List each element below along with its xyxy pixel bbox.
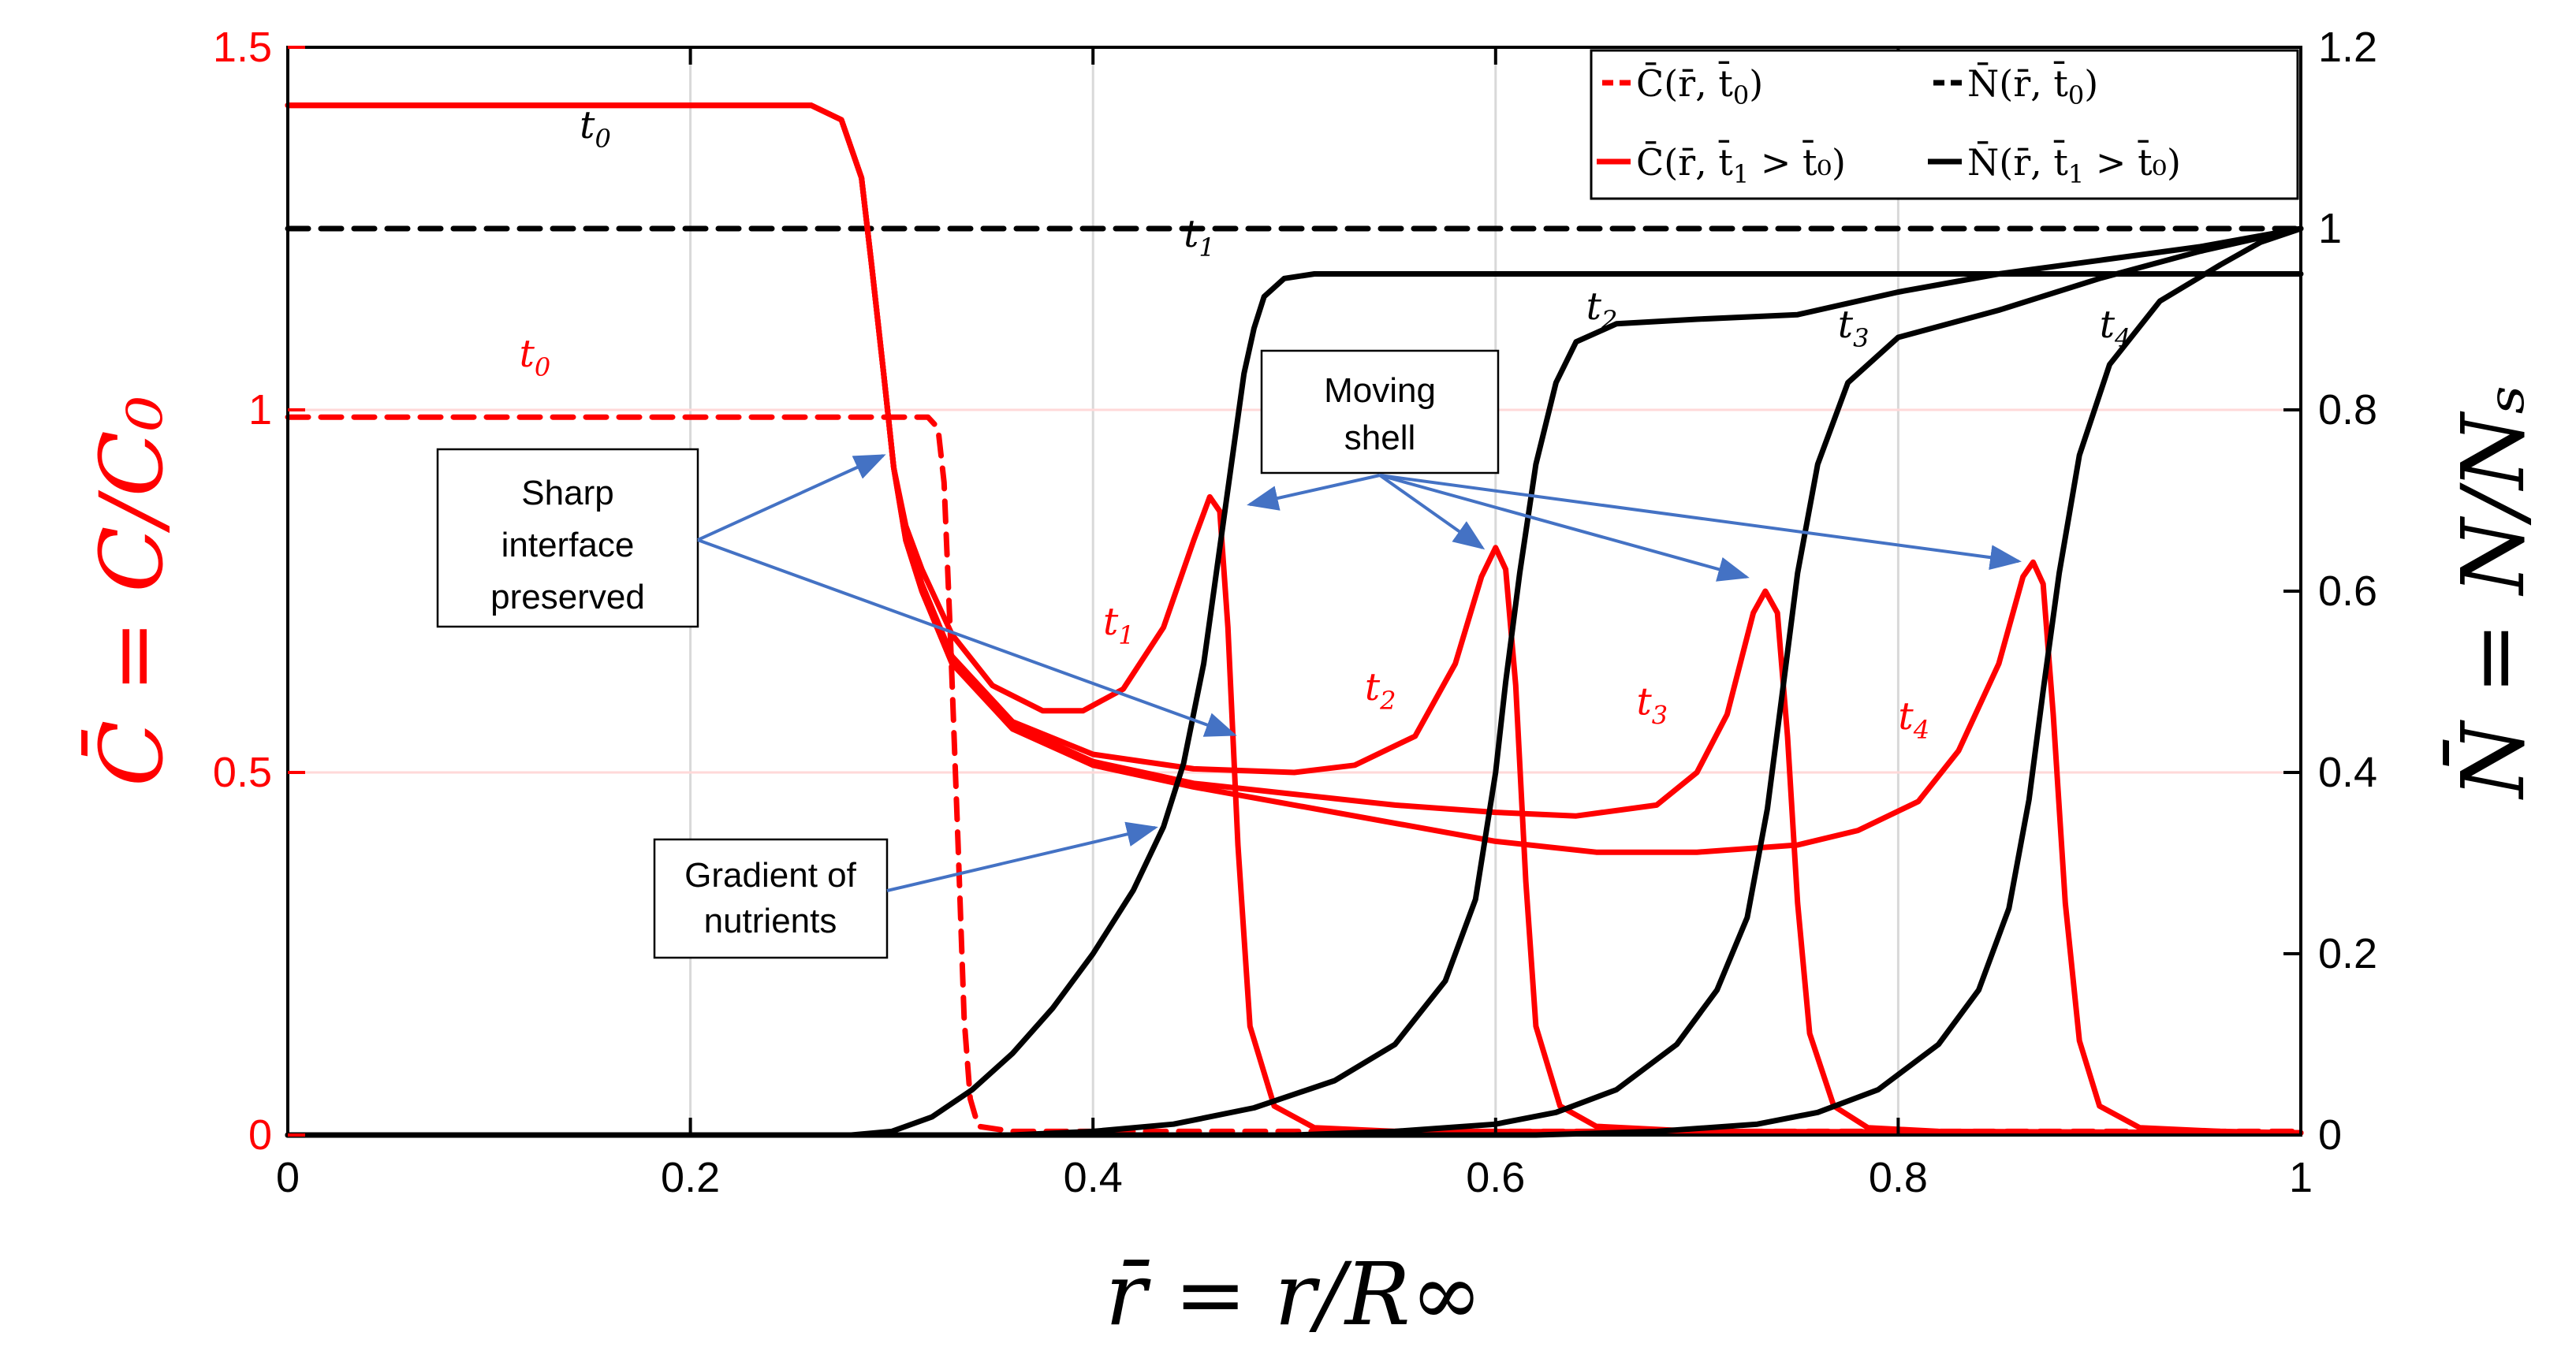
curve-label-3: t2	[1586, 285, 1618, 335]
arrow-gradient	[886, 821, 1158, 892]
arrow-moving-4	[1379, 474, 2022, 571]
legend-label-n-t0: N̄(r̄, t̄0)	[1967, 60, 2098, 110]
annotation-moving-line-1: Moving	[1324, 371, 1436, 410]
annotation-sharp-line-2: interface	[501, 526, 635, 564]
y-right-tick-label: 0.6	[2318, 568, 2377, 615]
y-axis-title-left: C̄ = C/C₀	[81, 396, 182, 787]
y-right-tick-label: 0	[2318, 1111, 2342, 1159]
x-tick-label: 0.6	[1466, 1154, 1525, 1201]
series-line-5	[285, 102, 2304, 1136]
arrow-moving-1	[1247, 474, 1381, 511]
annotation-sharp-interface: Sharp interface preserved	[436, 448, 699, 628]
x-tick-label: 0.2	[661, 1154, 720, 1201]
annotation-gradient-line-2: nutrients	[704, 902, 837, 940]
series-line-0	[285, 414, 2304, 1134]
curve-label-9: t4	[1898, 694, 1929, 745]
arrow-sharp-1	[697, 454, 886, 542]
y-left-tick-label: 1.5	[213, 24, 272, 71]
annotation-sharp-line-1: Sharp	[521, 474, 613, 512]
curve-label-1: t0	[520, 332, 551, 382]
arrow-moving-3	[1379, 474, 1750, 582]
x-tick-label: 0	[276, 1154, 300, 1201]
series-line-9	[285, 225, 2304, 1138]
annotation-sharp-line-3: preserved	[490, 578, 645, 616]
curves	[285, 102, 2304, 1138]
series-line-6	[285, 271, 2304, 1138]
annotation-moving-shell: Moving shell	[1260, 349, 1500, 475]
legend: C̄(r̄, t̄0) N̄(r̄, t̄0) C̄(r̄, t̄1 > t̄₀…	[1590, 49, 2299, 200]
curve-label-4: t3	[1838, 303, 1870, 353]
legend-label-c-t0: C̄(r̄, t̄0)	[1636, 60, 1763, 110]
x-tick-label: 1	[2289, 1154, 2313, 1201]
y-right-tick-label: 0.2	[2318, 930, 2377, 977]
x-axis-title: r̄ = r/R∞	[1105, 1244, 1483, 1345]
curve-label-7: t2	[1365, 665, 1396, 716]
series-line-7	[285, 225, 2304, 1138]
arrow-sharp-2	[697, 538, 1237, 737]
curve-label-5: t4	[2100, 303, 2131, 353]
arrow-moving-2	[1378, 474, 1486, 550]
y-right-tick-label: 0.4	[2318, 749, 2377, 796]
ticks: 0 0.2 0.4 0.6 0.8 100.511.500.20.40.60.811.2	[213, 24, 2377, 1201]
curve-labels: t0 t0 t1 t2 t3 t4 t1 t2 t3 t4	[520, 103, 2131, 745]
x-tick-label: 0.8	[1869, 1154, 1928, 1201]
annotation-moving-line-2: shell	[1344, 419, 1416, 457]
y-left-tick-label: 0.5	[213, 749, 272, 796]
curve-label-0: t0	[580, 103, 611, 154]
y-right-tick-label: 1.2	[2318, 24, 2377, 71]
curve-label-2: t1	[1184, 212, 1215, 262]
y-right-tick-label: 0.8	[2318, 386, 2377, 434]
annotation-gradient-line-1: Gradient of	[684, 856, 856, 895]
curve-label-8: t3	[1637, 679, 1668, 730]
legend-label-c-t1: C̄(r̄, t̄1 > t̄₀)	[1636, 139, 1846, 189]
curve-label-6: t1	[1103, 600, 1135, 650]
y-left-tick-label: 1	[248, 386, 272, 434]
legend-label-n-t1: N̄(r̄, t̄1 > t̄₀)	[1967, 139, 2181, 189]
annotation-gradient: Gradient of nutrients	[653, 838, 889, 959]
y-left-tick-label: 0	[248, 1111, 272, 1159]
x-tick-label: 0.4	[1064, 1154, 1123, 1201]
annotation-arrows	[697, 454, 2022, 892]
y-right-tick-label: 1	[2318, 205, 2342, 252]
y-axis-title-right: N̄ = N/Nₛ	[2443, 385, 2544, 801]
